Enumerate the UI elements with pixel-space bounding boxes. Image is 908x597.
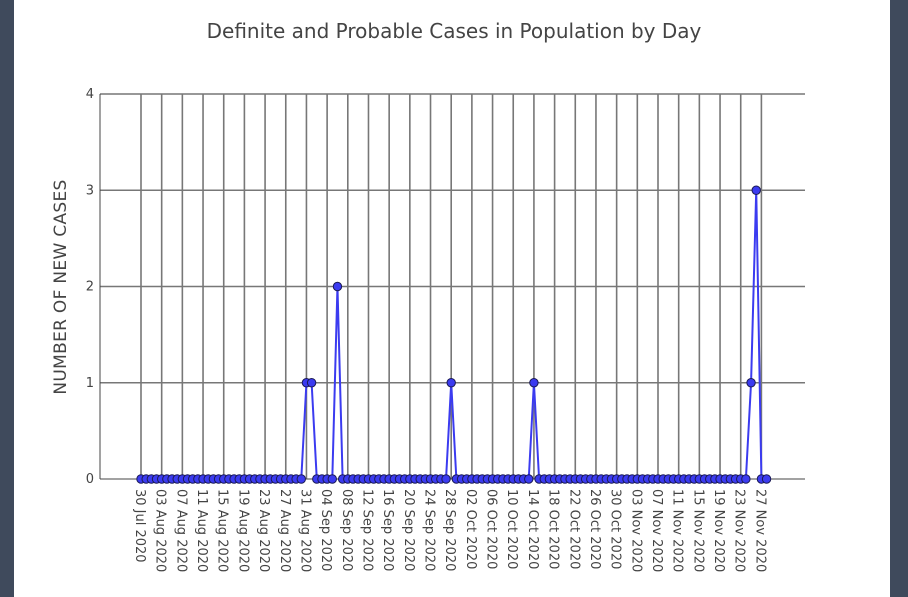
x-tick-label: 14 Oct 2020: [525, 489, 540, 569]
x-tick-labels: 30 Jul 2020 03 Aug 2020 07 Aug 2020 11 Aug …: [132, 489, 767, 572]
series-group: [136, 185, 772, 484]
x-tick-label: 10 Oct 2020: [504, 489, 519, 569]
x-tick-label: 06 Oct 2020: [484, 489, 499, 569]
line-chart: Definite and Probable Cases in Populatio…: [51, 19, 805, 572]
x-tick-label: 24 Sep 2020: [422, 489, 437, 571]
data-point[interactable]: [441, 474, 451, 484]
x-tick-label: 22 Oct 2020: [566, 489, 581, 569]
x-tick-label: 23 Nov 2020: [732, 489, 747, 572]
y-tick-label: 0: [86, 472, 94, 487]
data-point[interactable]: [296, 474, 306, 484]
x-tick-label: 08 Sep 2020: [339, 489, 354, 571]
data-point[interactable]: [332, 281, 343, 292]
data-point[interactable]: [746, 378, 756, 388]
data-point[interactable]: [306, 378, 317, 388]
chart-card: Definite and Probable Cases in Populatio…: [14, 0, 890, 597]
x-tick-label: 20 Sep 2020: [401, 489, 416, 571]
x-tick-label: 03 Aug 2020: [153, 489, 168, 572]
x-tick-label: 12 Sep 2020: [359, 489, 374, 571]
data-point[interactable]: [524, 474, 534, 484]
y-axis-label: NUMBER OF NEW CASES: [51, 179, 71, 394]
x-tick-label: 04 Sep 2020: [318, 489, 333, 571]
data-point[interactable]: [751, 185, 761, 195]
x-tick-label: 28 Sep 2020: [442, 489, 457, 571]
x-tick-label: 19 Aug 2020: [235, 489, 250, 572]
x-tick-label: 30 Jul 2020: [132, 489, 147, 563]
y-tick-labels: 0 1 2 3 4: [86, 87, 94, 487]
x-tick-label: 27 Nov 2020: [752, 489, 767, 572]
series-line: [141, 190, 767, 480]
x-tick-label: 07 Nov 2020: [649, 489, 664, 572]
x-tick-label: 11 Aug 2020: [194, 489, 209, 572]
x-tick-label: 16 Sep 2020: [380, 489, 395, 571]
y-tick-label: 4: [86, 87, 94, 102]
grid-lines: [100, 93, 805, 479]
data-point[interactable]: [761, 474, 772, 484]
data-point[interactable]: [446, 378, 456, 388]
x-tick-label: 11 Nov 2020: [670, 489, 685, 572]
x-tick-label: 27 Aug 2020: [277, 489, 292, 572]
y-tick-label: 1: [86, 376, 94, 391]
data-point[interactable]: [327, 474, 337, 484]
y-tick-label: 3: [86, 183, 94, 198]
x-tick-label: 15 Nov 2020: [690, 489, 705, 572]
y-tick-label: 2: [86, 280, 94, 295]
x-tick-label: 02 Oct 2020: [463, 489, 478, 569]
x-tick-label: 15 Aug 2020: [215, 489, 230, 572]
x-tick-label: 03 Nov 2020: [628, 489, 643, 572]
data-point[interactable]: [529, 378, 539, 388]
x-tick-label: 19 Nov 2020: [711, 489, 726, 572]
x-tick-label: 30 Oct 2020: [608, 489, 623, 569]
x-tick-label: 26 Oct 2020: [587, 489, 602, 569]
x-tick-label: 31 Aug 2020: [297, 489, 312, 572]
x-tick-label: 07 Aug 2020: [173, 489, 188, 572]
x-tick-label: 18 Oct 2020: [546, 489, 561, 569]
x-tick-label: 23 Aug 2020: [256, 489, 271, 572]
chart-title: Definite and Probable Cases in Populatio…: [207, 19, 702, 43]
data-point[interactable]: [741, 474, 751, 484]
